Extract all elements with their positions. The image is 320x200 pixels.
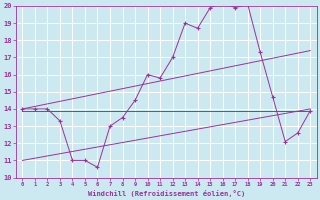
X-axis label: Windchill (Refroidissement éolien,°C): Windchill (Refroidissement éolien,°C) [88,190,245,197]
